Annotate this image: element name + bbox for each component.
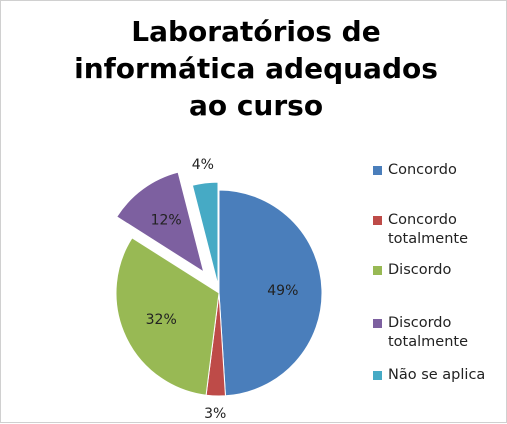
data-label: 4% (192, 157, 214, 173)
legend-item: Discordo (373, 261, 500, 280)
legend-item: Discordo totalmente (373, 314, 500, 352)
legend-swatch (373, 166, 382, 175)
legend-item: Não se aplica (373, 366, 500, 385)
pie-slice (218, 189, 323, 397)
legend-item: Concordo (373, 161, 500, 180)
chart-title: Laboratórios de informática adequados ao… (74, 15, 438, 122)
legend-item: Concordo totalmente (373, 211, 500, 249)
data-label: 32% (146, 312, 177, 328)
legend-swatch (373, 371, 382, 380)
legend-label: Discordo (388, 262, 452, 278)
legend-label: Concordo totalmente (388, 212, 468, 247)
legend-label: Concordo (388, 162, 457, 178)
pie-slice (191, 181, 219, 286)
legend-label: Não se aplica (388, 367, 486, 383)
legend-swatch (373, 319, 382, 328)
legend-swatch (373, 266, 382, 275)
data-label: 49% (267, 283, 298, 299)
pie-slice (115, 237, 220, 396)
data-label: 12% (151, 212, 182, 228)
legend-label: Discordo totalmente (388, 315, 468, 350)
legend-swatch (373, 216, 382, 225)
pie-slice (116, 171, 205, 274)
data-label: 3% (204, 406, 226, 422)
